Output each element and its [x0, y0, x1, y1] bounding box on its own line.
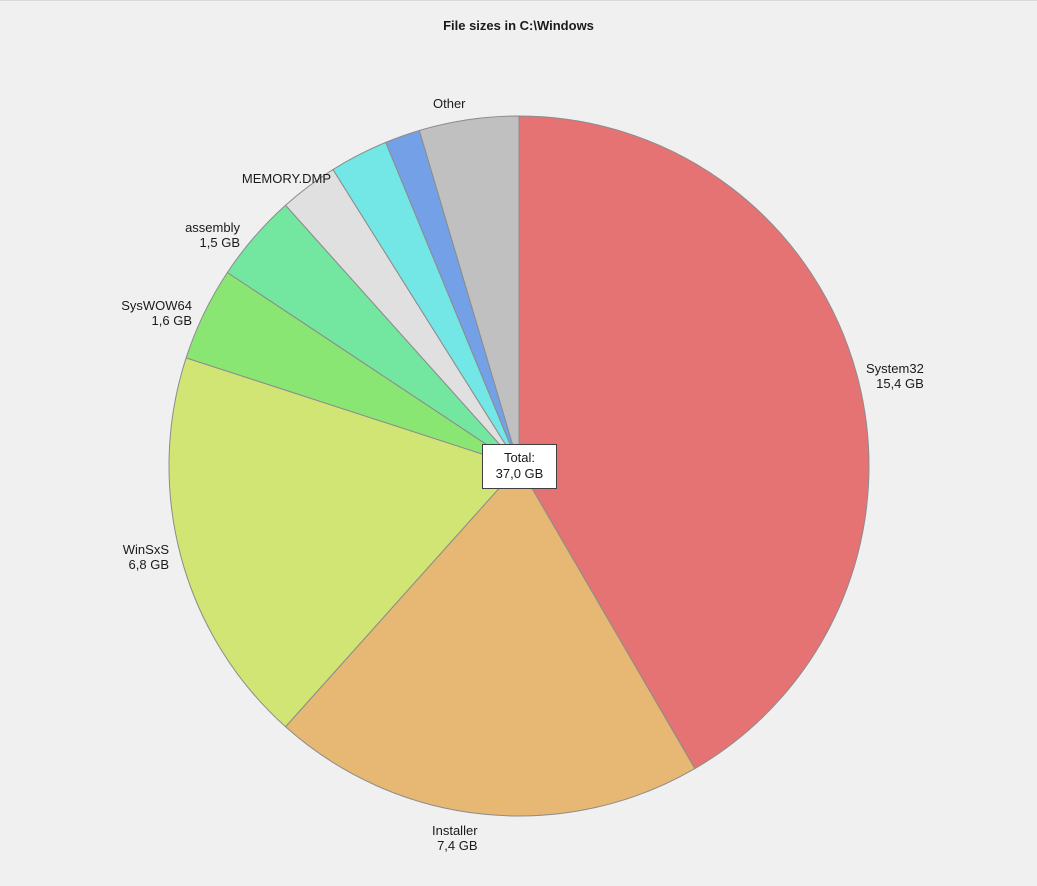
slice-name: System32: [866, 361, 924, 376]
chart-title: File sizes in C:\Windows: [443, 18, 594, 33]
slice-label-syswow64: SysWOW64 1,6 GB: [121, 298, 192, 328]
slice-label-assembly: assembly 1,5 GB: [185, 220, 240, 250]
slice-name: MEMORY.DMP: [241, 171, 331, 186]
pie-slice-other[interactable]: [418, 115, 520, 467]
slice-label-system32: System32 15,4 GB: [866, 361, 924, 391]
slice-name: WinSxS: [122, 542, 169, 557]
slice-value: 7,4 GB: [437, 838, 478, 853]
slice-label-installer: Installer 7,4 GB: [432, 823, 478, 853]
slice-value: 1,6 GB: [151, 313, 192, 328]
slice-label-other: Other: [433, 96, 466, 111]
pie-slice-installer[interactable]: [284, 465, 696, 817]
slice-label-memory-dmp: MEMORY.DMP: [242, 171, 331, 186]
slice-name: assembly: [185, 220, 240, 235]
slice-name: SysWOW64: [121, 298, 192, 313]
total-value: 37,0 GB: [495, 466, 544, 481]
pie-slice-winsxs[interactable]: [168, 357, 520, 728]
slice-value: 6,8 GB: [128, 557, 169, 572]
slice-name: Installer: [432, 823, 478, 838]
slice-value: 1,5 GB: [199, 235, 240, 250]
total-label: Total:: [503, 450, 536, 465]
total-box: Total: 37,0 GB: [482, 444, 557, 489]
slice-name: Other: [433, 96, 466, 111]
slice-value: 15,4 GB: [876, 376, 924, 391]
slice-label-winsxs: WinSxS 6,8 GB: [123, 542, 169, 572]
pie-slice-system32[interactable]: [518, 115, 870, 770]
